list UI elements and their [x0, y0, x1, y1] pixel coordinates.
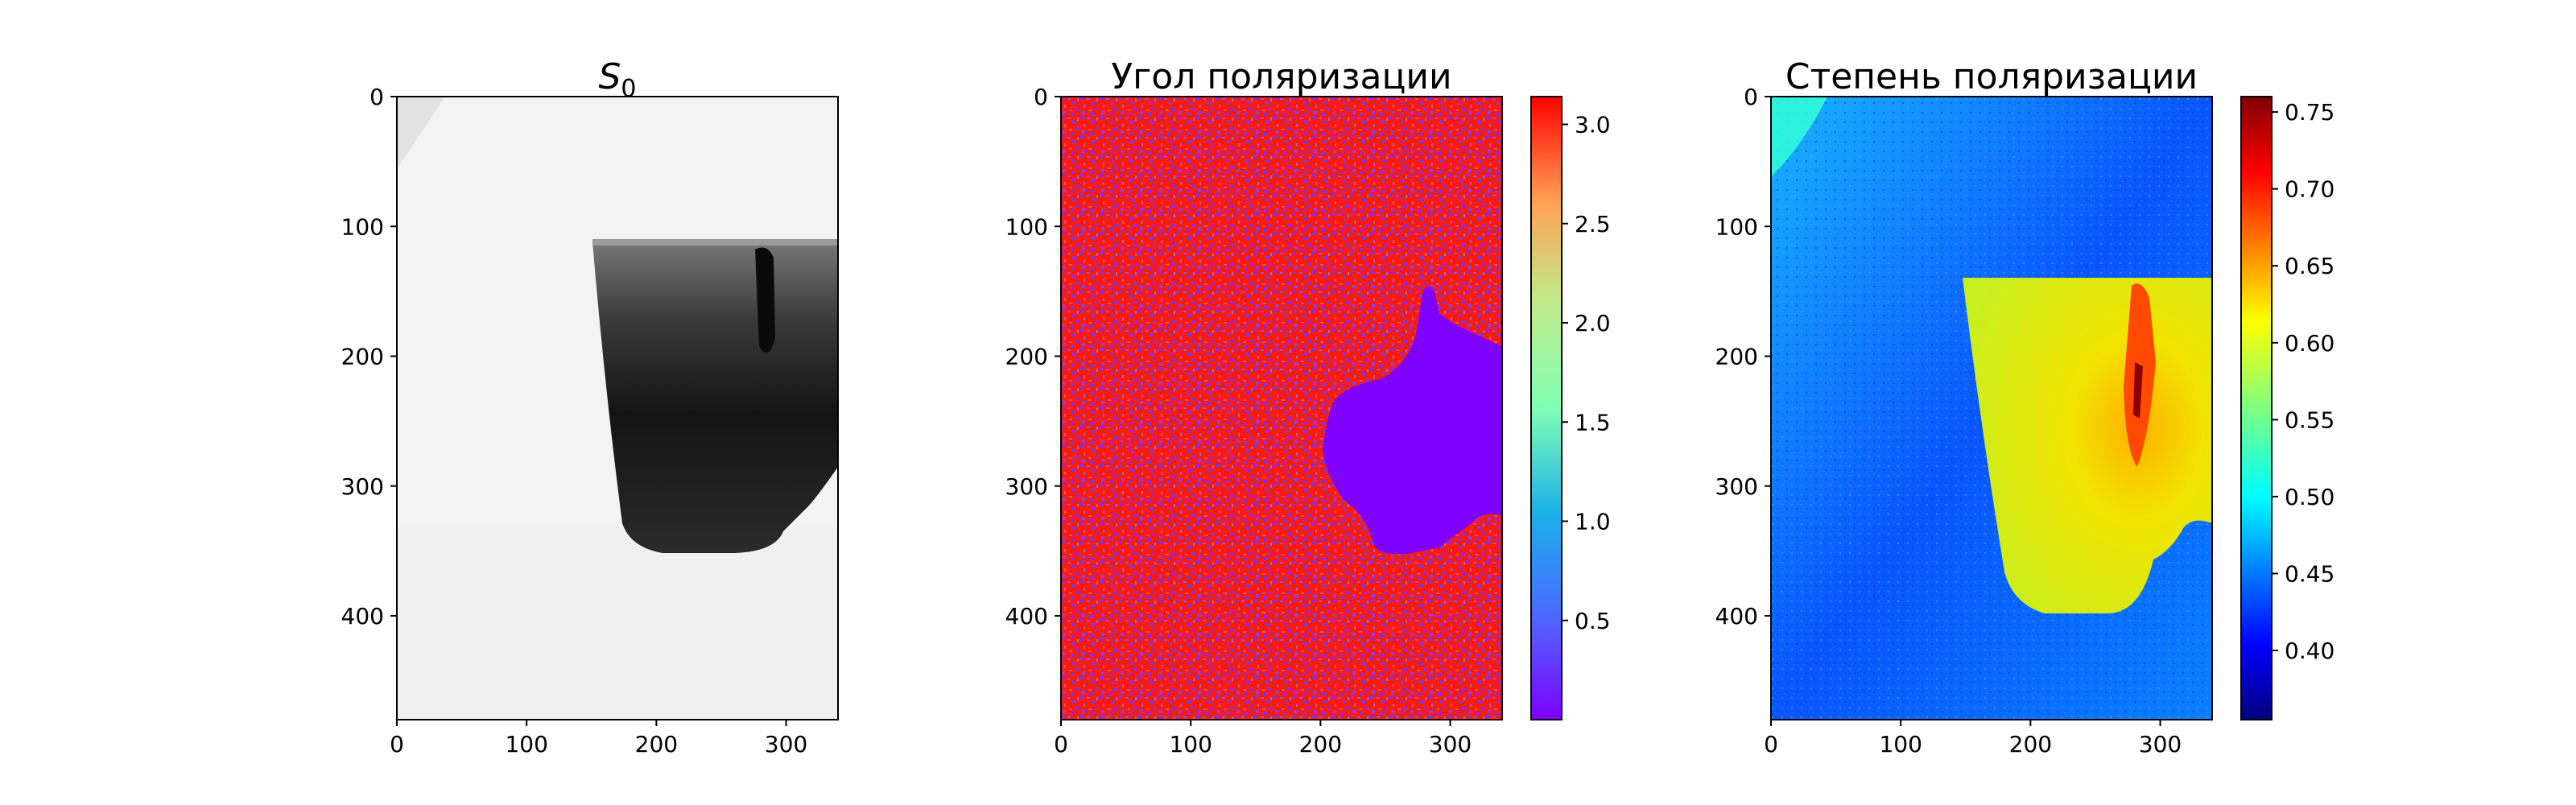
degree-colorbar-ticks: 0.40 0.45 0.50 0.55 0.60 0.65 0.70 0.75 — [2272, 99, 2334, 664]
angle-colorbar-tick-label: 2.5 — [1575, 211, 1611, 237]
angle-axes-frame — [1060, 96, 1503, 720]
angle-y-tick-label: 100 — [1005, 213, 1048, 240]
s0-y-tick-label: 100 — [341, 213, 384, 240]
degree-y-axis: 0 100 200 300 400 — [1715, 84, 1771, 630]
s0-x-tick-label: 300 — [765, 731, 807, 758]
angle-y-tick-label: 0 — [1034, 84, 1048, 110]
s0-y-tick-label: 200 — [341, 344, 384, 370]
s0-x-axis: 0 100 200 300 — [390, 720, 807, 758]
degree-y-tick-label: 200 — [1715, 344, 1758, 370]
degree-title: Степень поляризации — [1785, 56, 2198, 97]
s0-axes-frame — [396, 96, 839, 720]
s0-y-axis: 0 100 200 300 400 — [341, 84, 397, 630]
degree-colorbar-tick-label: 0.65 — [2285, 253, 2334, 279]
s0-x-tick-label: 100 — [505, 731, 547, 758]
angle-y-tick-label: 300 — [1005, 473, 1048, 500]
degree-colorbar-tick-label: 0.55 — [2285, 407, 2334, 433]
degree-colorbar-tick-label: 0.50 — [2285, 484, 2334, 510]
angle-x-tick-label: 300 — [1429, 731, 1472, 758]
s0-x-tick-label: 0 — [390, 731, 404, 758]
panel-angle: 0 100 200 300 0 100 200 300 400 Угол поляризаци… — [1005, 56, 1503, 758]
angle-y-tick-label: 400 — [1005, 603, 1048, 630]
angle-y-axis: 0 100 200 300 400 — [1005, 84, 1061, 630]
angle-colorbar-tick-label: 3.0 — [1575, 112, 1611, 138]
s0-x-tick-label: 200 — [635, 731, 678, 758]
degree-colorbar-tick-label: 0.40 — [2285, 638, 2334, 664]
degree-x-axis: 0 100 200 300 — [1764, 720, 2182, 758]
angle-title: Угол поляризации — [1111, 56, 1451, 97]
degree-y-tick-label: 400 — [1715, 603, 1758, 630]
angle-x-tick-label: 0 — [1054, 731, 1068, 758]
degree-colorbar-tick-label: 0.60 — [2285, 330, 2334, 357]
s0-image-table — [397, 527, 838, 720]
angle-colorbar-tick-label: 1.0 — [1575, 509, 1611, 535]
angle-x-axis: 0 100 200 300 — [1054, 720, 1472, 758]
angle-colorbar-tick-label: 2.0 — [1575, 310, 1611, 336]
angle-colorbar-tick-label: 1.5 — [1575, 409, 1611, 436]
angle-y-tick-label: 200 — [1005, 344, 1048, 370]
s0-image-cup — [592, 242, 838, 553]
angle-x-tick-label: 100 — [1169, 731, 1212, 758]
degree-axes-frame — [1770, 96, 2213, 720]
s0-y-tick-label: 400 — [341, 603, 384, 630]
s0-image-cup-rim — [592, 239, 838, 246]
degree-y-tick-label: 300 — [1715, 473, 1758, 500]
s0-title-main: S — [598, 56, 621, 97]
degree-x-tick-label: 0 — [1764, 731, 1778, 758]
degree-x-tick-label: 100 — [1879, 731, 1922, 758]
degree-colorbar-tick-label: 0.75 — [2285, 99, 2334, 126]
angle-x-tick-label: 200 — [1299, 731, 1342, 758]
s0-image-cup-handle-shadow — [755, 247, 775, 353]
degree-colorbar-tick-label: 0.70 — [2285, 176, 2334, 203]
s0-title-subscript: 0 — [621, 75, 636, 103]
angle-image-cup-region — [1323, 287, 1502, 555]
angle-colorbar-tick-label: 0.5 — [1575, 608, 1611, 634]
degree-colorbar: 0.40 0.45 0.50 0.55 0.60 0.65 0.70 0.75 — [2240, 96, 2334, 720]
panel-degree: 0 100 200 300 0 100 200 300 400 Степень поляриз… — [1715, 56, 2213, 758]
s0-y-tick-label: 300 — [341, 473, 384, 500]
degree-y-tick-label: 0 — [1744, 84, 1758, 110]
s0-image-top-shade — [397, 97, 445, 169]
degree-y-tick-label: 100 — [1715, 213, 1758, 240]
degree-colorbar-gradient — [2240, 96, 2273, 720]
s0-title: S0 — [598, 56, 636, 103]
degree-image-cup-core — [2133, 362, 2143, 419]
angle-colorbar-gradient — [1530, 96, 1563, 720]
degree-x-tick-label: 300 — [2139, 731, 2182, 758]
s0-y-tick-label: 0 — [369, 84, 384, 110]
angle-colorbar-ticks: 0.5 1.0 1.5 2.0 2.5 3.0 — [1562, 112, 1611, 634]
degree-x-tick-label: 200 — [2009, 731, 2052, 758]
angle-colorbar: 0.5 1.0 1.5 2.0 2.5 3.0 — [1530, 96, 1611, 720]
degree-image-corner — [1771, 97, 1827, 177]
degree-colorbar-tick-label: 0.45 — [2285, 560, 2334, 587]
